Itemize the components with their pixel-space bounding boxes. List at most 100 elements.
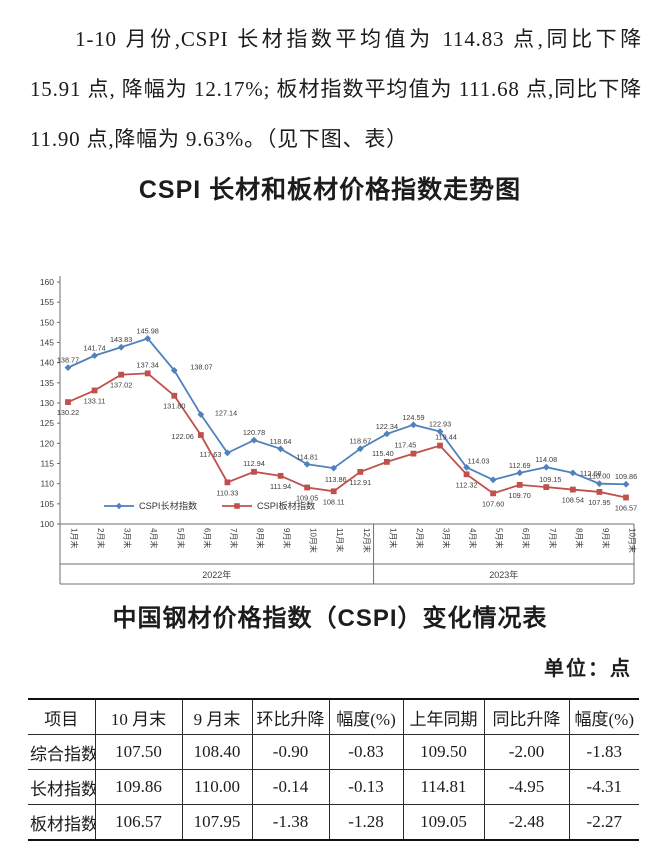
data-point-label: 112.91 — [349, 478, 371, 487]
value-cell: 107.50 — [94, 734, 183, 770]
data-point-label: 137.34 — [137, 360, 159, 369]
y-axis-tick: 105 — [40, 499, 54, 509]
x-axis-month-tick: 9月末 — [282, 528, 292, 548]
data-point-marker — [330, 464, 338, 472]
x-axis-month-tick: 8月末 — [574, 528, 584, 548]
data-point-marker — [250, 436, 258, 444]
row-label: 长材指数 — [28, 769, 96, 805]
data-point-label: 138.77 — [57, 356, 79, 365]
value-cell: 114.81 — [402, 769, 485, 805]
data-point-marker — [489, 476, 497, 484]
data-point-marker — [91, 352, 98, 360]
data-point-label: 114.08 — [535, 455, 557, 464]
data-point-label: 120.78 — [243, 428, 265, 437]
table-row: 综合指数 107.50 108.40 -0.90 -0.83 109.50 -2.00 -1.… — [28, 734, 639, 770]
data-point-label: 122.93 — [429, 420, 451, 429]
data-point-marker — [596, 480, 603, 488]
header-cell: 环比升降 — [251, 698, 330, 735]
data-point-label: 118.67 — [349, 437, 371, 446]
chart-title: CSPI 长材和板材价格指数走势图 — [138, 176, 522, 204]
data-point-label: 117.45 — [395, 441, 417, 450]
data-point-label: 107.60 — [482, 499, 504, 508]
data-point-marker — [197, 432, 204, 438]
data-point-marker — [357, 469, 364, 475]
data-point-label: 109.15 — [539, 475, 561, 484]
header-cell: 9 月末 — [181, 698, 253, 735]
data-point-marker — [383, 430, 391, 438]
y-axis-tick: 145 — [40, 338, 54, 348]
data-point-label: 133.11 — [84, 396, 106, 405]
value-cell: -2.48 — [483, 804, 570, 841]
data-point-label: 118.64 — [270, 437, 292, 446]
chart-canvas: 100 105 110 115 120 125 130 135 140 145 150 155 160 1… — [40, 276, 638, 585]
data-point-label: 109.70 — [509, 491, 531, 500]
x-axis-month-tick: 9月末 — [601, 528, 611, 548]
data-point-marker — [410, 421, 417, 429]
table-row: 长材指数 109.86 110.00 -0.14 -0.13 114.81 -4.95 -4.… — [28, 769, 639, 805]
value-cell: -4.31 — [568, 769, 639, 805]
data-point-label: 112.69 — [509, 461, 531, 470]
x-axis-month-tick: 7月末 — [548, 528, 558, 548]
x-axis-month-tick: 7月末 — [229, 528, 239, 548]
series-line-flat — [67, 372, 627, 499]
intro-paragraph: 1-10 月份,CSPI 长材指数平均值为 114.83 点,同比下降 15.9… — [30, 27, 642, 151]
header-row: 项目 10 月末 9 月末 环比升降 幅度(%) 上年同期 同比升降 幅度(%) — [28, 698, 639, 735]
x-axis-month-tick: 2月末 — [415, 528, 425, 548]
value-cell: -1.38 — [251, 804, 330, 841]
data-point-marker — [383, 458, 390, 465]
value-cell: -0.83 — [328, 734, 404, 770]
value-cell: 108.40 — [181, 734, 253, 770]
x-axis-month-tick: 1月末 — [70, 528, 80, 548]
legend-label-flat: CSPI板材指数 — [257, 500, 315, 511]
data-point-label: 110.00 — [589, 472, 611, 481]
y-axis-tick: 120 — [40, 438, 54, 448]
x-axis-month-tick: 5月末 — [176, 528, 186, 548]
data-point-label: 145.98 — [137, 327, 159, 336]
value-cell: 110.00 — [181, 769, 253, 805]
data-point-marker — [622, 480, 630, 488]
header-cell: 10 月末 — [94, 698, 183, 735]
data-point-label: 111.94 — [270, 482, 291, 491]
x-axis-year-label-2023: 2023年 — [489, 569, 518, 580]
data-point-marker — [569, 486, 576, 493]
value-cell: 107.95 — [181, 804, 253, 841]
data-point-label: 137.02 — [110, 381, 132, 390]
data-point-label: 143.83 — [110, 335, 132, 344]
x-axis-month-tick: 4月末 — [468, 528, 478, 548]
data-point-marker — [356, 445, 364, 453]
x-axis-year-label-2022: 2022年 — [202, 569, 231, 580]
x-axis-month-tick: 2月末 — [96, 528, 106, 548]
data-point-marker — [171, 392, 178, 399]
x-axis-month-tick: 4月末 — [149, 528, 159, 548]
y-axis-tick: 110 — [40, 479, 54, 489]
y-axis-tick: 130 — [40, 398, 54, 408]
y-axis-tick: 140 — [40, 358, 54, 368]
data-point-marker — [65, 399, 71, 406]
data-point-marker — [596, 489, 603, 495]
y-axis-tick: 135 — [40, 378, 54, 388]
table-title: 中国钢材价格指数（CSPI）变化情况表 — [112, 605, 548, 632]
x-axis-month-tick: 6月末 — [202, 528, 212, 548]
x-axis-month-tick: 5月末 — [495, 528, 505, 548]
x-axis-month-tick: 6月末 — [521, 528, 531, 548]
x-axis-month-tick: 3月末 — [123, 528, 133, 548]
x-axis-month-tick: 8月末 — [256, 528, 266, 548]
data-point-label: 122.06 — [172, 432, 194, 441]
x-axis-month-tick: 10月末 — [309, 528, 319, 553]
data-point-marker — [569, 469, 577, 477]
x-axis-month-tick: 12月末 — [362, 528, 372, 553]
y-axis-tick: 100 — [40, 519, 54, 529]
data-point-marker — [144, 370, 151, 377]
table-body: 综合指数 107.50 108.40 -0.90 -0.83 109.50 -2.00 -1.… — [28, 734, 639, 841]
data-point-marker — [330, 488, 337, 495]
value-cell: -1.83 — [568, 734, 639, 770]
value-cell: -0.13 — [328, 769, 404, 805]
header-cell: 上年同期 — [402, 698, 485, 735]
data-point-label: 108.54 — [562, 496, 584, 505]
data-point-marker — [516, 481, 523, 488]
data-point-label: 122.34 — [376, 422, 398, 431]
data-point-marker — [118, 371, 125, 378]
data-point-label: 114.03 — [468, 456, 490, 465]
value-cell: 109.86 — [94, 769, 183, 805]
